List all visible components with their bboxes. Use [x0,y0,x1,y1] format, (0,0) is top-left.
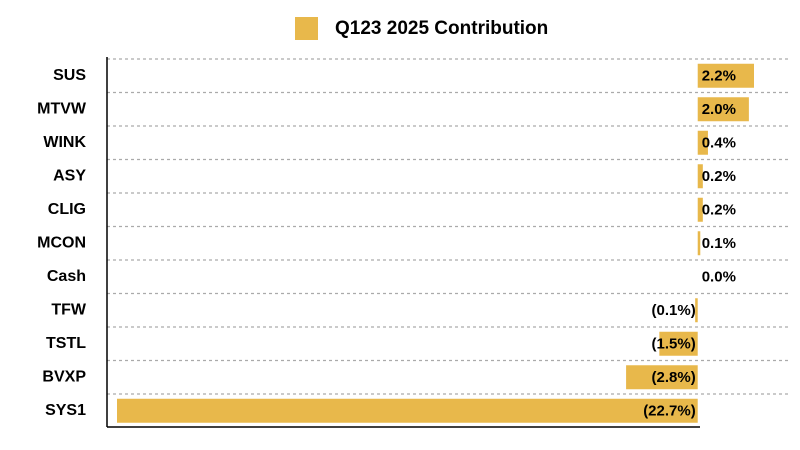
bar [117,398,698,423]
value-label: (2.8%) [652,369,696,386]
value-label: 0.2% [702,168,736,185]
value-label: 0.0% [702,269,736,286]
category-label: TFW [51,301,87,318]
value-label: 2.2% [702,68,736,85]
value-label: 0.2% [702,202,736,219]
category-label: MCON [37,234,86,251]
bar [697,97,749,122]
bar [659,331,698,356]
value-label: (22.7%) [643,403,696,420]
legend-swatch [295,17,318,40]
category-label: BVXP [42,368,86,385]
bar [695,298,698,323]
value-label: 0.4% [702,135,736,152]
bar [697,130,708,155]
bar [697,164,703,189]
category-label: Cash [47,268,86,285]
value-label: 2.0% [702,101,736,118]
category-label: CLIG [48,201,86,218]
bar [697,63,754,88]
value-label: (1.5%) [652,336,696,353]
category-label: WINK [43,134,86,151]
category-label: MTVW [37,100,87,117]
value-label: (0.1%) [652,302,696,319]
bar [697,231,701,256]
category-label: ASY [53,167,86,184]
category-label: SYS1 [45,402,86,419]
legend-label: Q123 2025 Contribution [335,18,548,39]
category-label: TSTL [46,335,86,352]
bar [697,197,703,222]
category-label: SUS [53,67,86,84]
bar [626,365,698,390]
value-label: 0.1% [702,235,736,252]
